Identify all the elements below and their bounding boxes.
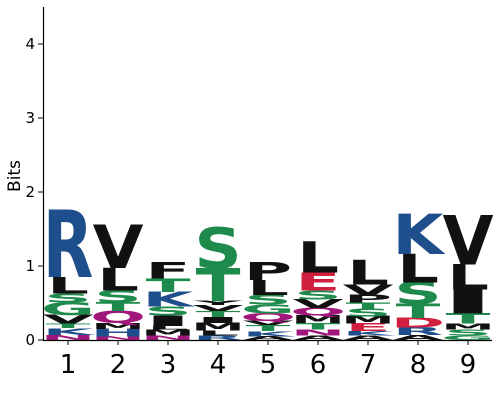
logo-letter-V: V: [193, 304, 244, 313]
logo-letter-K: K: [343, 330, 397, 337]
logo-letter-V: V: [443, 202, 494, 281]
x-tick-label: 6: [310, 350, 327, 380]
logo-letter-G: G: [441, 334, 495, 341]
x-tick-label: 2: [110, 350, 127, 380]
logo-letter-A: A: [243, 335, 294, 341]
logo-letter-S: S: [144, 304, 191, 318]
logo-letter-N: N: [91, 335, 146, 341]
logo-letter-D: D: [391, 315, 446, 330]
x-tick-label: 8: [410, 350, 427, 380]
logo-letter-A: A: [393, 334, 444, 342]
logo-letter-T: T: [296, 321, 341, 332]
logo-letter-K: K: [393, 204, 446, 268]
y-tick-label: 3: [25, 109, 35, 127]
x-tick-label: 3: [160, 350, 177, 380]
logo-letter-T: T: [396, 300, 441, 323]
logo-letter-M: M: [91, 321, 144, 331]
logo-letter-V: V: [343, 282, 394, 299]
logo-letter-S: S: [344, 307, 391, 319]
logo-letter-R: R: [193, 334, 244, 341]
logo-letter-Q: Q: [290, 306, 346, 318]
logo-letter-N: N: [291, 328, 346, 337]
logo-letter-I: I: [439, 283, 496, 321]
x-ticks: 1 2 3 4 5 6 7 8 9: [60, 340, 477, 380]
y-ticks: 0 1 2 3 4: [25, 35, 43, 349]
logo-letter-K: K: [43, 326, 96, 337]
logo-letter-Q: Q: [240, 311, 296, 323]
logo-letter-S: S: [394, 277, 441, 311]
logo-letter-N: N: [40, 334, 95, 342]
logo-letter-L: L: [97, 262, 139, 298]
logo-letter-S: S: [294, 288, 341, 302]
y-tick-label: 0: [25, 331, 35, 349]
logo-letter-S: S: [244, 292, 291, 307]
logo-letter-G: G: [241, 302, 295, 316]
logo-letter-I: I: [139, 313, 196, 330]
logo-letter-E: E: [296, 268, 341, 297]
logo-letter-Y: Y: [193, 300, 244, 307]
logo-letter-M: M: [341, 314, 394, 326]
logo-letter-L: L: [47, 272, 89, 299]
logo-letter-L: L: [247, 276, 289, 300]
logo-letter-L: L: [297, 233, 339, 283]
x-tick-label: 5: [260, 350, 277, 380]
logo-letter-L: L: [447, 258, 489, 299]
x-tick-label: 9: [460, 350, 477, 380]
y-tick-label: 4: [25, 35, 35, 53]
logo-letter-L: L: [347, 253, 389, 293]
logo-letter-K: K: [243, 330, 296, 338]
logo-letter-N: N: [140, 334, 195, 341]
logo-letter-K: K: [143, 288, 197, 312]
logo-letter-T: T: [46, 323, 91, 330]
logo-letter-M: M: [141, 328, 194, 338]
logo-letter-T: T: [96, 300, 141, 314]
logo-letter-L: L: [197, 329, 239, 337]
letter-stacks: NKTVGSLRNHMQTSLVNMLISKTFRLMITVYTSAKTVQGS…: [40, 192, 496, 342]
logo-letter-T: T: [446, 311, 492, 328]
y-axis-label: Bits: [5, 160, 25, 192]
logo-letter-P: P: [344, 293, 392, 305]
logo-letter-V: V: [293, 297, 344, 311]
logo-letter-G: G: [41, 299, 95, 319]
logo-letter-P: P: [244, 257, 292, 286]
logo-letter-H: H: [91, 327, 146, 339]
logo-letter-M: M: [291, 314, 344, 326]
logo-letter-V: V: [93, 213, 144, 282]
logo-letter-T: T: [196, 260, 241, 312]
logo-letter-T: T: [196, 310, 241, 319]
logo-letter-I: I: [189, 315, 246, 325]
logo-letter-F: F: [146, 257, 191, 284]
logo-letter-R: R: [393, 325, 444, 337]
logo-letter-V: V: [243, 320, 294, 327]
logo-letter-S: S: [444, 328, 491, 337]
logo-letter-S: S: [94, 287, 141, 306]
x-tick-label: 7: [360, 350, 377, 380]
y-tick-label: 2: [25, 183, 35, 201]
logo-letter-T: T: [346, 300, 391, 311]
logo-letter-V: V: [43, 313, 94, 327]
logo-letter-L: L: [147, 325, 189, 331]
logo-letter-T: T: [146, 275, 191, 296]
y-tick-label: 1: [25, 257, 35, 275]
logo-letter-E: E: [346, 322, 391, 334]
logo-letter-M: M: [441, 322, 494, 332]
logo-letter-R: R: [43, 192, 94, 299]
logo-letter-Q: Q: [90, 308, 146, 327]
logo-letter-A: A: [293, 334, 344, 341]
logo-letter-A: A: [343, 334, 394, 341]
logo-letter-M: M: [191, 321, 244, 333]
x-tick-label: 4: [210, 350, 227, 380]
logo-letter-L: L: [397, 246, 439, 292]
x-tick-label: 1: [60, 350, 77, 380]
logo-letter-S: S: [44, 291, 91, 305]
logo-letter-S: S: [194, 217, 241, 282]
logo-letter-T: T: [246, 324, 291, 333]
